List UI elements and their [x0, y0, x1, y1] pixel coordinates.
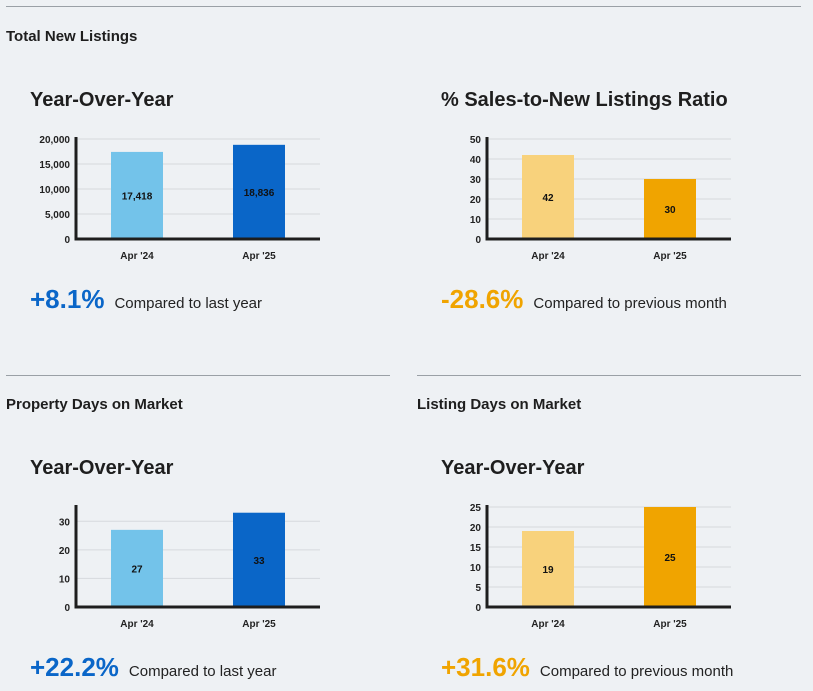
bar-value-label: 18,836	[244, 188, 275, 199]
x-tick-label: Apr '24	[531, 251, 565, 262]
stat-value: +22.2%	[30, 652, 119, 682]
x-tick-label: Apr '25	[653, 251, 687, 262]
y-tick-label: 50	[470, 135, 482, 146]
y-tick-label: 0	[475, 603, 481, 614]
chart-svg: 0 5,000 10,000 15,000 20,000 17,418 Apr '24 18,…	[39, 135, 320, 262]
bar-value-label: 30	[664, 205, 676, 216]
y-tick-label: 25	[470, 503, 482, 514]
x-tick-label: Apr '24	[120, 251, 154, 262]
bar-0	[522, 531, 574, 607]
bar-1	[644, 507, 696, 607]
chart-property-days: 0 10 20 30 27 Apr '24 33 Apr '25	[0, 498, 400, 638]
y-tick-label: 15	[470, 543, 482, 554]
y-tick-label: 0	[64, 235, 70, 246]
y-tick-label: 5,000	[45, 210, 70, 221]
stat-text: Compared to previous month	[533, 295, 727, 312]
bar-value-label: 25	[664, 553, 676, 564]
y-tick-label: 10	[470, 563, 482, 574]
mid-divider-right	[417, 375, 801, 376]
chart-svg: 0 5 10 15 20 25 19 Apr '24 25 Apr '25	[470, 503, 731, 630]
bar-1	[233, 144, 285, 239]
bar-value-label: 19	[542, 565, 554, 576]
mid-divider-left	[6, 375, 390, 376]
y-tick-label: 20	[59, 546, 71, 557]
y-tick-label: 20	[470, 195, 482, 206]
bar-value-label: 27	[131, 564, 143, 575]
y-tick-label: 15,000	[39, 160, 70, 171]
stat-value: +8.1%	[30, 284, 105, 314]
x-tick-label: Apr '24	[531, 619, 565, 630]
bar-0	[522, 155, 574, 239]
y-tick-label: 10	[59, 574, 71, 585]
chart-title-sales-ratio: % Sales-to-New Listings Ratio	[441, 89, 728, 111]
x-tick-label: Apr '24	[120, 619, 154, 630]
x-tick-label: Apr '25	[242, 251, 276, 262]
y-tick-label: 20,000	[39, 135, 70, 146]
stat-value: -28.6%	[441, 284, 524, 314]
stat-text: Compared to last year	[128, 663, 277, 680]
y-tick-label: 30	[470, 175, 482, 186]
y-tick-label: 10,000	[39, 185, 70, 196]
chart-svg: 0 10 20 30 27 Apr '24 33 Apr '25	[59, 505, 320, 630]
x-tick-label: Apr '25	[242, 619, 276, 630]
bar-0	[111, 151, 163, 239]
chart-title-new-listings: Year-Over-Year	[30, 89, 174, 111]
chart-listing-days: 0 5 10 15 20 25 19 Apr '24 25 Apr '25	[411, 498, 811, 638]
y-tick-label: 40	[470, 155, 482, 166]
top-divider	[6, 6, 801, 7]
stat-text: Compared to previous month	[539, 663, 734, 680]
stat-value: +31.6%	[441, 652, 530, 682]
section-title-listing-days: Listing Days on Market	[417, 396, 582, 413]
section-title-new-listings: Total New Listings	[6, 28, 138, 45]
x-tick-label: Apr '25	[653, 619, 687, 630]
stat-listing-days: +31.6% Compared to previous month	[441, 652, 733, 683]
y-tick-label: 0	[475, 235, 481, 246]
y-tick-label: 5	[475, 583, 481, 594]
bar-value-label: 42	[542, 193, 554, 204]
section-title-property-days: Property Days on Market	[6, 396, 183, 413]
y-tick-label: 0	[64, 603, 70, 614]
bar-value-label: 33	[253, 556, 265, 567]
chart-title-listing-days: Year-Over-Year	[441, 457, 585, 479]
bar-0	[111, 529, 163, 607]
y-tick-label: 10	[470, 215, 482, 226]
stat-new-listings: +8.1% Compared to last year	[30, 284, 262, 315]
stat-text: Compared to last year	[114, 295, 263, 312]
chart-svg: 0 10 20 30 40 50 42 Apr '24 30 Apr '25	[470, 135, 731, 262]
y-tick-label: 20	[470, 523, 482, 534]
chart-new-listings: 0 5,000 10,000 15,000 20,000 17,418 Apr '24 18,…	[0, 130, 400, 270]
stat-property-days: +22.2% Compared to last year	[30, 652, 276, 683]
y-tick-label: 30	[59, 517, 71, 528]
stat-sales-ratio: -28.6% Compared to previous month	[441, 284, 727, 315]
bar-value-label: 17,418	[122, 191, 153, 202]
bar-1	[233, 512, 285, 607]
chart-title-property-days: Year-Over-Year	[30, 457, 174, 479]
bar-1	[644, 179, 696, 239]
chart-sales-ratio: 0 10 20 30 40 50 42 Apr '24 30 Apr '25	[411, 130, 811, 270]
